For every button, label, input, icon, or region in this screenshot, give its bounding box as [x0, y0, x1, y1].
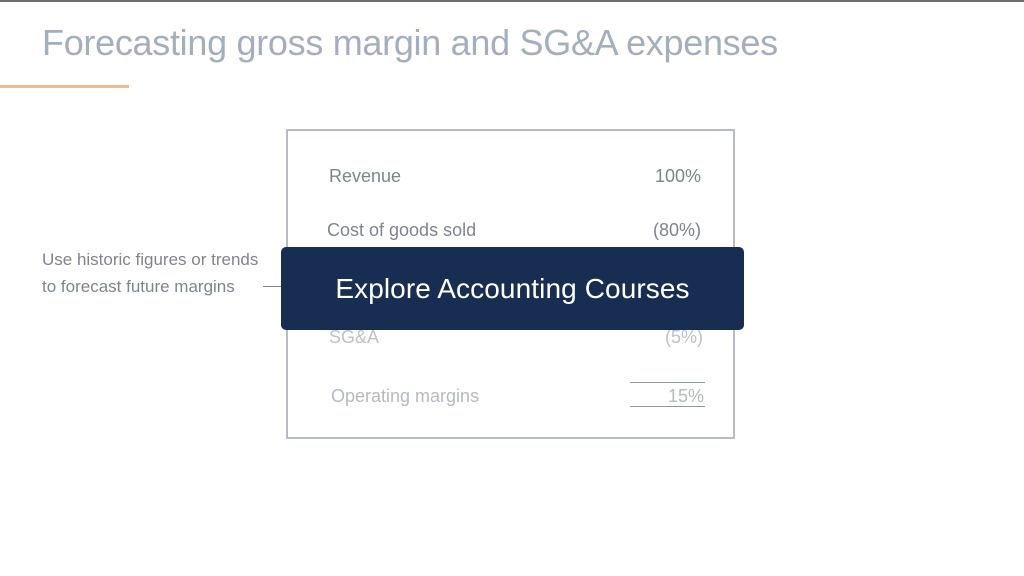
sum-line-top [630, 382, 705, 383]
row-value-operating-margins: 15% [667, 386, 704, 406]
top-divider [0, 0, 1024, 2]
row-label-revenue: Revenue [329, 166, 402, 186]
row-value-revenue: 100% [654, 166, 701, 186]
side-note: Use historic figures or trends to foreca… [42, 250, 259, 296]
explore-courses-label: Explore Accounting Courses [335, 272, 690, 304]
row-value-cogs: (80%) [652, 220, 701, 240]
title-accent-bar [0, 85, 129, 88]
explore-courses-button[interactable]: Explore Accounting Courses [281, 247, 744, 330]
row-label-operating-margins: Operating margins [331, 386, 480, 406]
row-label-cogs: Cost of goods sold [327, 220, 477, 240]
side-note-leader-line [263, 286, 283, 287]
row-value-sga: (5%) [664, 327, 703, 347]
sum-line-bottom [630, 406, 705, 407]
row-label-sga: SG&A [329, 327, 380, 347]
slide-title: Forecasting gross margin and SG&A expens… [42, 22, 778, 63]
